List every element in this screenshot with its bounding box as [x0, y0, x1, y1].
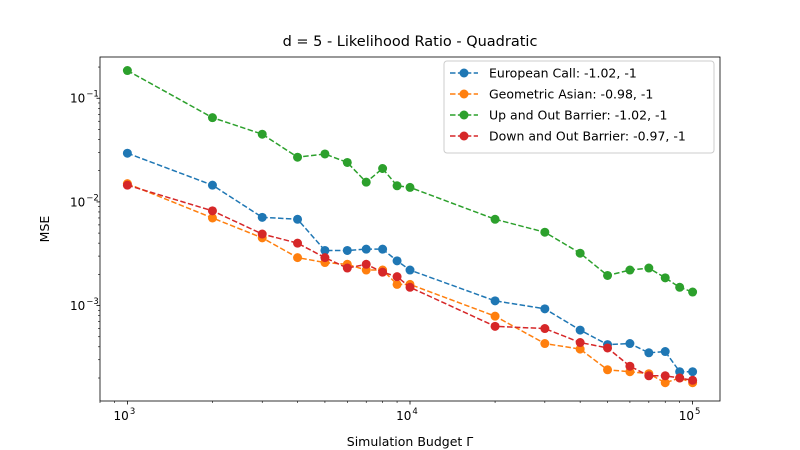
series-0-point: [378, 244, 388, 254]
series-3-point: [378, 267, 388, 277]
series-0-point: [122, 148, 132, 158]
y-tick-label: 10−3: [70, 297, 99, 313]
series-2-point: [257, 129, 267, 139]
x-tick-label: 103: [114, 407, 136, 423]
legend-box: [443, 60, 715, 154]
series-2-point: [361, 177, 371, 187]
legend-swatch-marker: [459, 68, 469, 78]
series-3-point: [644, 371, 654, 381]
axes: 103 104 105 10−3 10−2 10−1: [70, 56, 721, 423]
series-3-point: [688, 375, 698, 385]
legend-entry: Down and Out Barrier: -0.97, -1: [489, 129, 686, 144]
series-2-point: [392, 181, 402, 191]
series-3-point: [342, 263, 352, 273]
series-2-point: [603, 270, 613, 280]
series-3-point: [603, 343, 613, 353]
series-2-point: [122, 66, 132, 76]
series-3-point: [625, 361, 635, 371]
series-1-point: [392, 279, 402, 289]
series-3-point: [405, 282, 415, 292]
series-2-point: [207, 113, 217, 123]
series-0-point: [207, 180, 217, 190]
series-0-point: [688, 367, 698, 377]
series-2-point: [342, 157, 352, 167]
series-0-point: [575, 325, 585, 335]
series-3-point: [675, 373, 685, 383]
series-0-point: [257, 212, 267, 222]
legend: European Call: -1.02, -1 Geometric Asian:…: [443, 60, 715, 154]
series-1-point: [660, 378, 670, 388]
series-1-point: [207, 213, 217, 223]
series-0-point: [293, 214, 303, 224]
series-0-point: [644, 348, 654, 358]
y-axis-label: MSE: [37, 216, 52, 243]
series-2-point: [490, 214, 500, 224]
series-1-point: [293, 253, 303, 263]
series-2-point: [320, 149, 330, 159]
series-1-point: [540, 339, 550, 349]
series-1-point: [575, 344, 585, 354]
legend-entry: European Call: -1.02, -1: [489, 66, 637, 81]
plot-series: [122, 66, 698, 388]
series-3-point: [392, 272, 402, 282]
series-2-point: [644, 263, 654, 273]
series-3-point: [122, 180, 132, 190]
series-3-point: [575, 338, 585, 348]
series-3-point: [660, 371, 670, 381]
x-axis-label: Simulation Budget Γ: [347, 434, 473, 449]
series-2-point: [293, 152, 303, 162]
x-tick-label: 105: [679, 407, 701, 423]
series-3-point: [207, 206, 217, 216]
series-0-point: [625, 339, 635, 349]
series-2-point: [540, 227, 550, 237]
series-0-point: [342, 245, 352, 255]
series-3-point: [490, 321, 500, 331]
series-3-point: [293, 238, 303, 248]
legend-entry: Geometric Asian: -0.98, -1: [489, 87, 653, 102]
series-1-point: [490, 311, 500, 321]
series-2-point: [675, 282, 685, 292]
series-2-point: [405, 182, 415, 192]
series-0-point: [660, 347, 670, 357]
series-0-point: [490, 296, 500, 306]
legend-swatch-marker: [459, 110, 469, 120]
legend-entry: Up and Out Barrier: -1.02, -1: [489, 108, 668, 123]
series-2-point: [378, 164, 388, 173]
x-tick-label: 104: [396, 407, 418, 423]
series-3-point: [361, 259, 371, 269]
series-2-point: [575, 248, 585, 258]
series-0-point: [540, 304, 550, 314]
legend-swatch-marker: [459, 89, 469, 99]
y-tick-label: 10−1: [70, 90, 99, 106]
series-0-point: [405, 265, 415, 275]
series-3-point: [540, 324, 550, 334]
series-2-point: [625, 265, 635, 275]
series-3-point: [320, 253, 330, 263]
series-0-point: [392, 256, 402, 266]
chart-title: d = 5 - Likelihood Ratio - Quadratic: [283, 34, 538, 50]
series-2-point: [660, 273, 670, 283]
series-2-point: [688, 287, 698, 297]
legend-swatch-marker: [459, 131, 469, 141]
series-0-point: [675, 367, 685, 377]
series-1-point: [603, 365, 613, 375]
y-tick-label: 10−2: [70, 193, 99, 209]
series-3-point: [257, 229, 267, 239]
series-0-point: [320, 245, 330, 255]
series-0-point: [361, 244, 371, 254]
